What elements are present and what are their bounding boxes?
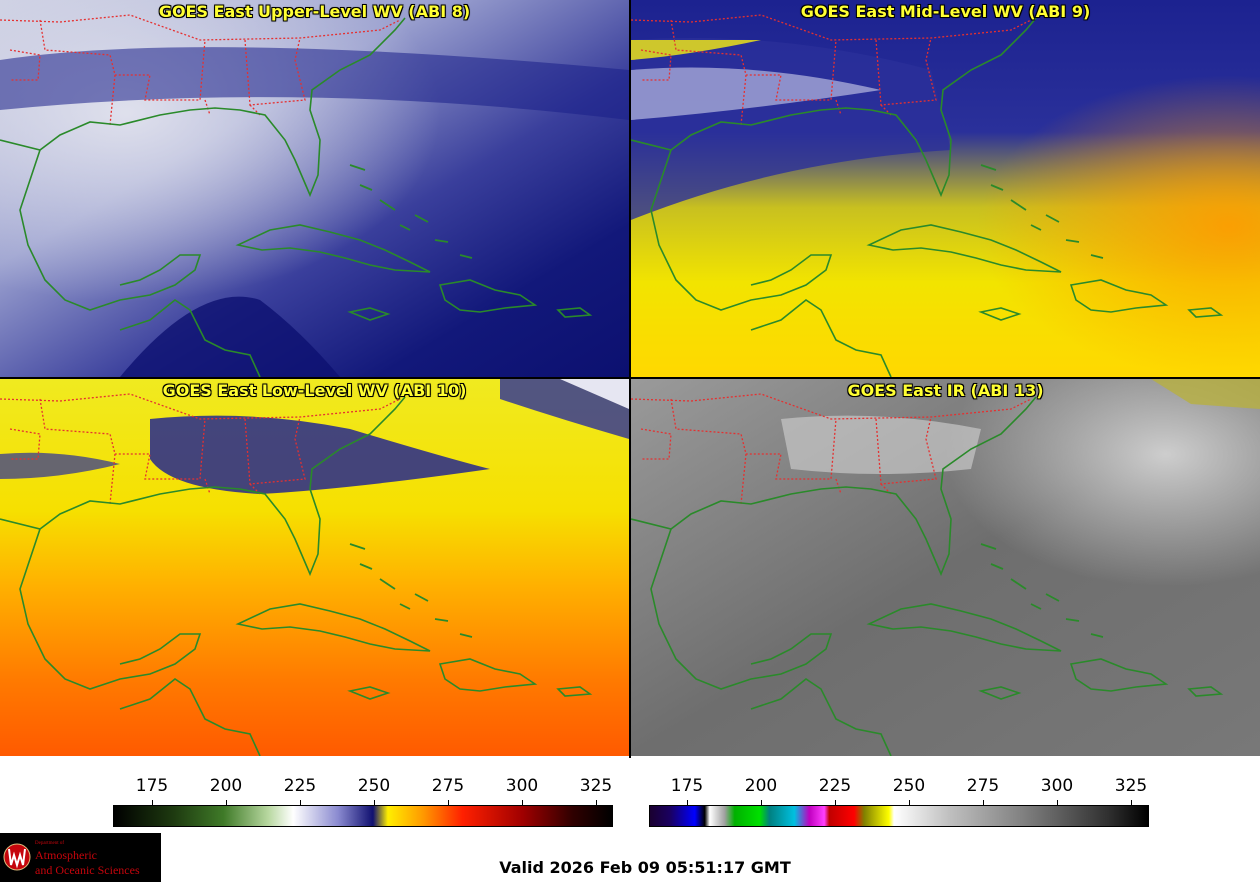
wv-tick-label: 250 bbox=[357, 776, 391, 796]
wv-tick-mark bbox=[374, 800, 375, 805]
ir-tick-label: 300 bbox=[1040, 776, 1074, 796]
panel-title: GOES East IR (ABI 13) bbox=[847, 381, 1044, 400]
ir-tick-mark bbox=[835, 800, 836, 805]
ir-tick-label: 325 bbox=[1114, 776, 1148, 796]
panel-title: GOES East Mid-Level WV (ABI 9) bbox=[800, 2, 1091, 21]
wv-tick-label: 325 bbox=[579, 776, 613, 796]
ir-tick-mark bbox=[1057, 800, 1058, 805]
ir-tick-mark bbox=[983, 800, 984, 805]
wv-tick-mark bbox=[226, 800, 227, 805]
wv-tick-mark bbox=[522, 800, 523, 805]
uw-seal-icon bbox=[3, 843, 31, 871]
ir-tick-mark bbox=[687, 800, 688, 805]
ir-tick-mark bbox=[909, 800, 910, 805]
panel-title: GOES East Upper-Level WV (ABI 8) bbox=[158, 2, 471, 21]
upper-level-wv-panel: GOES East Upper-Level WV (ABI 8) bbox=[0, 0, 629, 377]
logo-line1: Atmospheric bbox=[35, 848, 97, 862]
low-level-wv-panel: GOES East Low-Level WV (ABI 10) bbox=[0, 379, 629, 756]
ir-tick-mark bbox=[761, 800, 762, 805]
ir-tick-label: 225 bbox=[818, 776, 852, 796]
upper-level-wv-image bbox=[0, 0, 629, 377]
ir-tick-label: 200 bbox=[744, 776, 778, 796]
low-level-wv-image bbox=[0, 379, 629, 756]
wv-tick-mark bbox=[596, 800, 597, 805]
wv-tick-label: 300 bbox=[505, 776, 539, 796]
wv-tick-mark bbox=[152, 800, 153, 805]
wv-tick-mark bbox=[448, 800, 449, 805]
wv-tick-label: 200 bbox=[209, 776, 243, 796]
ir-image bbox=[631, 379, 1260, 756]
valid-time: Valid 2026 Feb 09 05:51:17 GMT bbox=[499, 858, 791, 877]
mid-level-wv-image bbox=[631, 0, 1260, 377]
panel-title: GOES East Low-Level WV (ABI 10) bbox=[162, 381, 467, 400]
logo-dept: Department of bbox=[35, 841, 65, 846]
ir-colorbar bbox=[649, 805, 1149, 827]
panel-divider-vertical bbox=[629, 0, 631, 758]
wv-tick-label: 175 bbox=[135, 776, 169, 796]
wv-tick-label: 225 bbox=[283, 776, 317, 796]
panel-divider-horizontal bbox=[0, 377, 1260, 379]
logo-line2: and Oceanic Sciences bbox=[35, 863, 140, 877]
ir-tick-mark bbox=[1131, 800, 1132, 805]
wv-tick-mark bbox=[300, 800, 301, 805]
mid-level-wv-panel: GOES East Mid-Level WV (ABI 9) bbox=[631, 0, 1260, 377]
ir-tick-label: 275 bbox=[966, 776, 1000, 796]
ir-panel: GOES East IR (ABI 13) bbox=[631, 379, 1260, 756]
wv-tick-label: 275 bbox=[431, 776, 465, 796]
ir-tick-label: 250 bbox=[892, 776, 926, 796]
ir-tick-label: 175 bbox=[670, 776, 704, 796]
aos-logo: Department of Atmospheric and Oceanic Sc… bbox=[0, 833, 161, 882]
wv-colorbar bbox=[113, 805, 613, 827]
